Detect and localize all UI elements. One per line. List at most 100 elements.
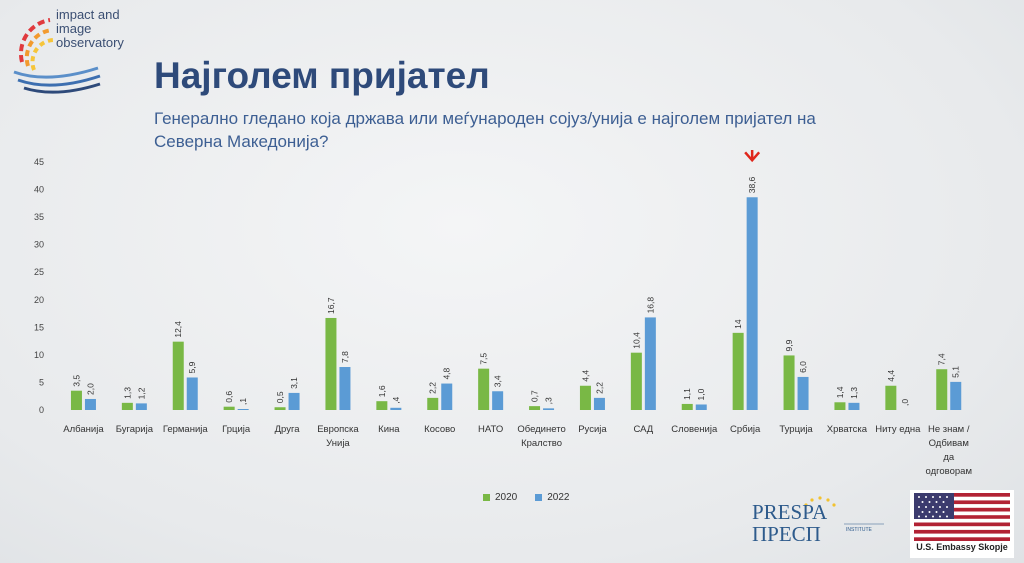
data-label: 1,3 (122, 387, 132, 399)
y-tick-label: 15 (34, 322, 44, 332)
x-tick-label: НАТО (478, 424, 503, 435)
data-label: 4,8 (442, 367, 452, 379)
logo-line-2: image (56, 21, 92, 36)
data-label: 1,1 (682, 388, 692, 400)
bar-2022 (492, 391, 504, 410)
x-tick-label: Друга (275, 424, 301, 435)
bar-2020 (478, 368, 490, 410)
page-title: Најголем пријател (154, 55, 490, 96)
chart-subtitle: Генерално гледано која држава или меѓуна… (154, 109, 816, 151)
data-label: 2,2 (594, 382, 604, 394)
bar-2022 (695, 404, 707, 410)
x-tick-label: Косово (424, 424, 455, 435)
data-label: ,3 (544, 397, 554, 404)
bar-2022 (237, 409, 249, 410)
logo-line-3: observatory (56, 35, 124, 50)
prespa-text-cyrillic: ПРЕСП (752, 522, 821, 545)
bar-2022 (441, 383, 453, 410)
bar-2020 (630, 352, 642, 410)
bar-2020 (681, 403, 693, 410)
data-label: 3,1 (289, 377, 299, 389)
x-tick-label: Германија (163, 424, 209, 435)
bar-2022 (593, 397, 605, 410)
y-tick-label: 25 (34, 267, 44, 277)
y-tick-label: 30 (34, 240, 44, 250)
data-label: 1,6 (377, 385, 387, 397)
data-label: 7,8 (340, 351, 350, 363)
x-tick-label: Кина (378, 424, 400, 435)
data-label: 7,4 (937, 353, 947, 365)
bar-2020 (376, 401, 388, 410)
data-label: 10,4 (631, 332, 641, 349)
data-label: 1,4 (835, 386, 845, 398)
x-tick-label: Хрватска (827, 424, 868, 435)
bar-2022 (950, 381, 962, 410)
x-tick-label: САД (633, 424, 653, 435)
data-label: ,0 (900, 399, 910, 406)
x-tick-label: Русија (578, 424, 607, 435)
x-tick-label: Грција (222, 424, 251, 435)
data-label: 4,4 (886, 370, 896, 382)
bar-2022 (543, 408, 555, 410)
x-tick-label: Албанија (63, 424, 104, 435)
data-label: 5,9 (187, 361, 197, 373)
prespa-text-latin: PRESPA (752, 500, 828, 524)
x-tick-label: да (943, 452, 955, 463)
x-tick-label: Ниту една (875, 424, 921, 435)
bar-2020 (274, 407, 286, 410)
data-label: 5,1 (951, 366, 961, 378)
x-tick-label: Турција (779, 424, 813, 435)
y-tick-label: 35 (34, 212, 44, 222)
legend-item-2020: 2020 (483, 492, 517, 503)
us-embassy-logo: U.S. Embassy Skopje (910, 490, 1014, 558)
x-tick-label: Одбивам (929, 438, 969, 449)
y-tick-label: 0 (39, 405, 44, 415)
data-label: ,1 (238, 398, 248, 405)
bar-2020 (732, 332, 744, 410)
bar-2020 (529, 406, 541, 410)
x-tick-label: Србија (730, 424, 761, 435)
bar-2020 (834, 402, 846, 410)
bar-chart: 0 5 10 15 20 25 30 35 40 45 3,5 2,0 Албанија 1,3 1,2 Бу… (34, 150, 972, 477)
data-label: 9,9 (784, 339, 794, 351)
bar-2022 (848, 402, 860, 410)
data-label: 6,0 (798, 361, 808, 373)
bar-2022 (135, 403, 147, 410)
legend-label-2022: 2022 (547, 492, 570, 503)
bar-2022 (797, 376, 809, 410)
bar-2022 (644, 317, 656, 410)
data-label: 38,6 (747, 176, 757, 193)
y-tick-label: 10 (34, 350, 44, 360)
data-label: 1,0 (696, 388, 706, 400)
x-tick-label: Унија (326, 438, 350, 449)
bar-2020 (427, 397, 439, 410)
y-tick-label: 20 (34, 295, 44, 305)
data-label: 0,6 (224, 391, 234, 403)
data-label: 0,7 (530, 390, 540, 402)
data-label: 1,2 (136, 387, 146, 399)
bar-2020 (783, 355, 795, 410)
legend-label-2020: 2020 (495, 492, 518, 503)
y-tick-label: 40 (34, 185, 44, 195)
prespa-institute-logo: PRESPA ПРЕСП INSTITUTE (752, 496, 884, 545)
bar-2020 (172, 341, 184, 410)
data-label: 2,0 (85, 383, 95, 395)
embassy-label: U.S. Embassy Skopje (916, 542, 1008, 552)
logo-line-1: impact and (56, 7, 120, 22)
data-label: 16,7 (326, 297, 336, 314)
bar-2020 (325, 317, 337, 410)
data-label: 7,5 (479, 353, 489, 365)
y-tick-label: 45 (34, 157, 44, 167)
legend-item-2022: 2022 (535, 492, 570, 503)
bar-2020 (936, 369, 948, 410)
data-label: 0,5 (275, 391, 285, 403)
bar-2020 (70, 390, 82, 410)
chart-legend: 2020 2022 (483, 492, 570, 503)
data-label: 3,5 (71, 375, 81, 387)
data-label: 2,2 (428, 382, 438, 394)
bar-2022 (746, 197, 758, 410)
prespa-subtext: INSTITUTE (846, 527, 872, 533)
bar-2020 (121, 402, 133, 410)
data-label: 1,3 (849, 387, 859, 399)
data-label: 16,8 (645, 297, 655, 314)
